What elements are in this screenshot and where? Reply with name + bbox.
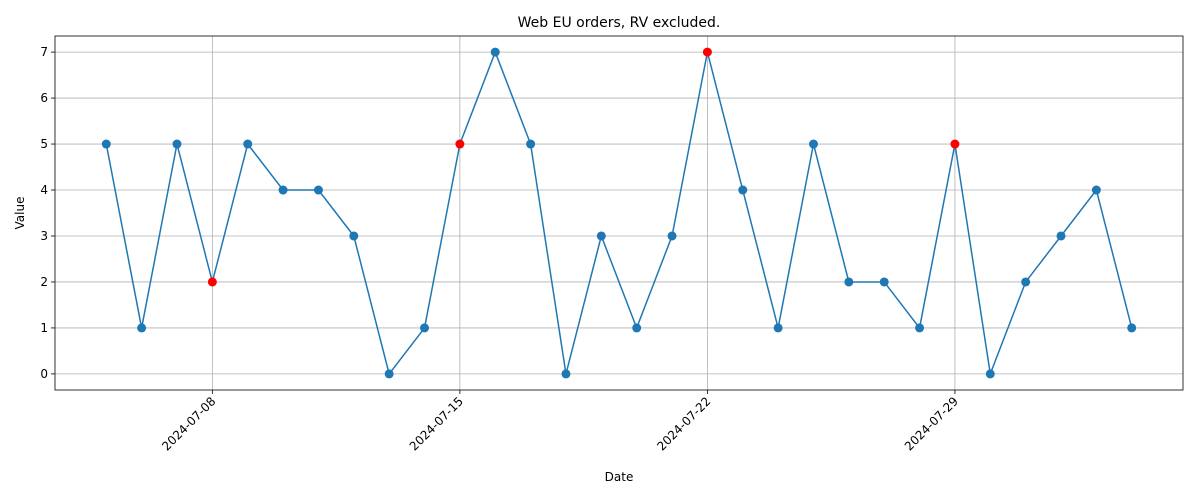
data-point: [207, 277, 217, 287]
data-point: [313, 185, 323, 195]
x-axis-label: Date: [605, 470, 634, 484]
y-tick-label: 7: [40, 45, 48, 59]
data-point: [278, 185, 288, 195]
y-tick-label: 3: [40, 229, 48, 243]
x-tick-label: 2024-07-29: [902, 394, 961, 453]
y-tick-label: 4: [40, 183, 48, 197]
data-point: [349, 231, 359, 241]
data-point: [915, 323, 925, 333]
data-point: [879, 277, 889, 287]
data-point: [490, 47, 500, 57]
data-point: [101, 139, 111, 149]
data-point: [455, 139, 465, 149]
data-point: [561, 369, 571, 379]
y-tick-label: 1: [40, 321, 48, 335]
data-point: [1021, 277, 1031, 287]
data-point: [1127, 323, 1137, 333]
data-point: [773, 323, 783, 333]
data-point: [137, 323, 147, 333]
x-tick-label: 2024-07-22: [654, 394, 713, 453]
data-point: [526, 139, 536, 149]
chart-title: Web EU orders, RV excluded.: [518, 15, 721, 31]
data-point: [702, 47, 712, 57]
x-tick-label: 2024-07-08: [159, 394, 218, 453]
data-point: [738, 185, 748, 195]
data-point: [667, 231, 677, 241]
data-point: [596, 231, 606, 241]
data-point: [420, 323, 430, 333]
data-point: [172, 139, 182, 149]
data-point: [844, 277, 854, 287]
data-point: [1091, 185, 1101, 195]
data-point: [950, 139, 960, 149]
data-line: [105, 50, 1133, 377]
data-point: [384, 369, 394, 379]
plot-frame: [54, 35, 1184, 391]
data-point: [985, 369, 995, 379]
data-point: [632, 323, 642, 333]
data-point: [243, 139, 253, 149]
y-tick-label: 0: [40, 367, 48, 381]
x-tick-label: 2024-07-15: [407, 394, 466, 453]
y-tick-label: 2: [40, 275, 48, 289]
y-axis-label: Value: [13, 197, 27, 230]
data-point: [808, 139, 818, 149]
y-tick-label: 6: [40, 91, 48, 105]
data-point: [1056, 231, 1066, 241]
y-tick-label: 5: [40, 137, 48, 151]
